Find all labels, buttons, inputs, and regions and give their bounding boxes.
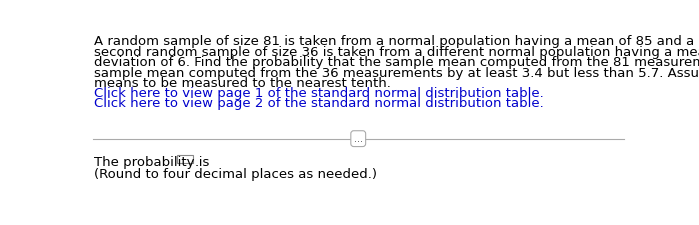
- Text: (Round to four decimal places as needed.): (Round to four decimal places as needed.…: [94, 168, 377, 181]
- Text: ...: ...: [354, 134, 363, 144]
- Text: second random sample of size 36 is taken from a different normal population havi: second random sample of size 36 is taken…: [94, 46, 699, 59]
- Text: Click here to view page 2 of the standard normal distribution table.: Click here to view page 2 of the standar…: [94, 97, 543, 110]
- Text: means to be measured to the nearest tenth.: means to be measured to the nearest tent…: [94, 77, 391, 90]
- Text: sample mean computed from the 36 measurements by at least 3.4 but less than 5.7.: sample mean computed from the 36 measure…: [94, 67, 699, 80]
- Text: Click here to view page 1 of the standard normal distribution table.: Click here to view page 1 of the standar…: [94, 87, 543, 100]
- Text: The probability is: The probability is: [94, 156, 209, 169]
- Text: .: .: [194, 156, 199, 169]
- FancyBboxPatch shape: [178, 155, 193, 163]
- Text: deviation of 6. Find the probability that the sample mean computed from the 81 m: deviation of 6. Find the probability tha…: [94, 56, 699, 69]
- Text: A random sample of size 81 is taken from a normal population having a mean of 85: A random sample of size 81 is taken from…: [94, 36, 699, 48]
